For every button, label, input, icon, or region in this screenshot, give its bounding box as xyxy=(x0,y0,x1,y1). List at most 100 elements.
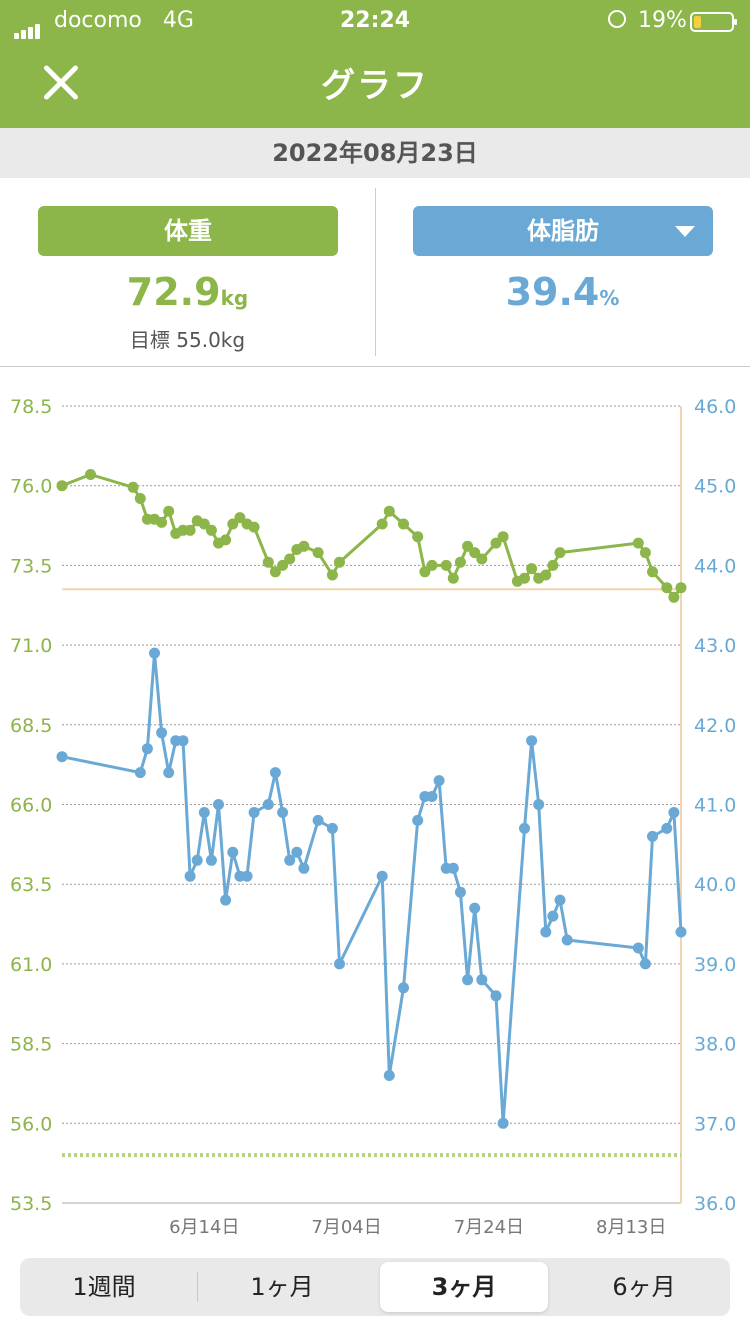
fat-point xyxy=(227,846,239,858)
summary-panel: 体重 72.9kg 目標 55.0kg 体脂肪 39.4% xyxy=(0,178,750,367)
weight-point xyxy=(277,559,289,571)
line-chart: 78.5 46.0 76.0 45.0 73.5 44.0 71.0 43.0 68.5 42.0… xyxy=(10,396,736,1238)
chart-area[interactable]: 78.5 46.0 76.0 45.0 73.5 44.0 71.0 43.0 68.5 42.0… xyxy=(0,366,750,1256)
fat-point xyxy=(647,830,658,842)
weight-point xyxy=(547,559,559,571)
weight-point xyxy=(398,518,409,530)
period-separator xyxy=(197,1272,198,1302)
weight-point xyxy=(519,572,530,584)
weight-point xyxy=(127,481,139,493)
fat-point xyxy=(241,870,253,882)
weight-point xyxy=(227,518,239,530)
status-time: 22:24 xyxy=(339,8,411,33)
weight-point xyxy=(220,534,232,546)
battery-percent: 19% xyxy=(638,8,687,33)
fat-point xyxy=(433,775,445,787)
fat-point xyxy=(248,807,260,818)
fat-point xyxy=(447,862,459,874)
y-right-tick-label: 40.0 xyxy=(694,874,736,896)
weight-point xyxy=(383,505,395,517)
fat-point xyxy=(554,894,566,906)
fat-point xyxy=(526,735,538,747)
weight-point xyxy=(205,524,217,536)
y-left-tick-label: 61.0 xyxy=(10,954,52,976)
weight-point xyxy=(262,556,274,568)
caret-down-icon xyxy=(675,226,695,237)
fat-point xyxy=(163,767,175,779)
weight-point xyxy=(497,531,509,543)
fat-point xyxy=(497,1117,509,1129)
carrier-label: docomo 4G xyxy=(54,8,194,33)
top-bar: docomo 4G 22:24 19% グラフ xyxy=(0,0,750,128)
fat-point xyxy=(191,854,203,866)
fat-point xyxy=(312,814,324,826)
rotation-lock-icon xyxy=(608,10,626,28)
period-selector: 1週間 1ヶ月 3ヶ月 6ヶ月 xyxy=(20,1258,730,1316)
fat-point xyxy=(284,854,296,866)
weight-point xyxy=(668,591,680,603)
y-right-tick-label: 42.0 xyxy=(694,715,736,737)
fat-point xyxy=(149,647,160,659)
fat-point xyxy=(184,870,196,882)
y-left-tick-label: 58.5 xyxy=(10,1034,52,1056)
fat-point xyxy=(561,934,573,946)
y-right-tick-label: 41.0 xyxy=(694,795,736,817)
weight-point xyxy=(248,521,260,533)
fat-point xyxy=(476,974,488,986)
y-right-tick-label: 38.0 xyxy=(694,1034,736,1056)
weight-point xyxy=(447,572,459,584)
y-right-tick-label: 45.0 xyxy=(694,476,736,498)
fat-point xyxy=(376,870,388,882)
weight-button[interactable]: 体重 xyxy=(38,206,338,256)
weight-label: 体重 xyxy=(164,217,212,245)
weight-point xyxy=(284,553,296,565)
fat-point xyxy=(668,807,680,818)
fat-point xyxy=(134,767,146,779)
weight-point xyxy=(476,553,488,565)
weight-point xyxy=(554,547,566,559)
period-3-months[interactable]: 3ヶ月 xyxy=(380,1262,548,1312)
y-right-tick-label: 43.0 xyxy=(694,635,736,657)
fat-point xyxy=(412,814,424,826)
y-right-tick-label: 37.0 xyxy=(694,1113,736,1135)
fat-series-line xyxy=(61,651,683,1125)
weight-point xyxy=(163,505,175,517)
weight-point xyxy=(134,493,146,504)
fat-point xyxy=(533,799,545,810)
x-tick-label: 8月13日 xyxy=(596,1217,666,1238)
body-fat-dropdown[interactable]: 体脂肪 xyxy=(413,206,713,256)
period-6-months[interactable]: 6ヶ月 xyxy=(612,1273,676,1301)
fat-point xyxy=(213,799,224,810)
weight-point xyxy=(85,469,96,480)
fat-point xyxy=(540,926,552,938)
weight-point xyxy=(269,566,281,578)
fat-point xyxy=(426,791,438,802)
weight-point xyxy=(184,524,196,536)
body-fat-value: 39.4% xyxy=(505,270,620,314)
fat-point xyxy=(454,886,466,898)
weight-point xyxy=(661,582,673,594)
weight-point xyxy=(376,518,388,530)
weight-point xyxy=(426,559,438,571)
battery-icon xyxy=(690,12,737,32)
fat-point xyxy=(298,862,310,874)
fat-point xyxy=(334,958,345,970)
weight-point xyxy=(526,563,538,575)
x-tick-label: 6月14日 xyxy=(169,1217,239,1238)
y-left-tick-label: 76.0 xyxy=(10,476,52,498)
y-right-tick-label: 36.0 xyxy=(694,1193,736,1215)
weight-point xyxy=(647,566,658,578)
weight-point xyxy=(490,537,502,549)
weight-point xyxy=(675,582,687,594)
period-1-week[interactable]: 1週間 xyxy=(72,1273,136,1301)
y-right-tick-label: 44.0 xyxy=(694,555,736,577)
weight-point xyxy=(419,566,431,578)
fat-point xyxy=(269,767,281,779)
weight-point xyxy=(454,556,466,568)
fat-point xyxy=(490,990,502,1002)
fat-point xyxy=(469,902,481,914)
weight-point xyxy=(440,559,452,571)
period-1-month[interactable]: 1ヶ月 xyxy=(250,1273,314,1301)
weight-point xyxy=(56,480,68,492)
summary-divider xyxy=(375,188,376,356)
